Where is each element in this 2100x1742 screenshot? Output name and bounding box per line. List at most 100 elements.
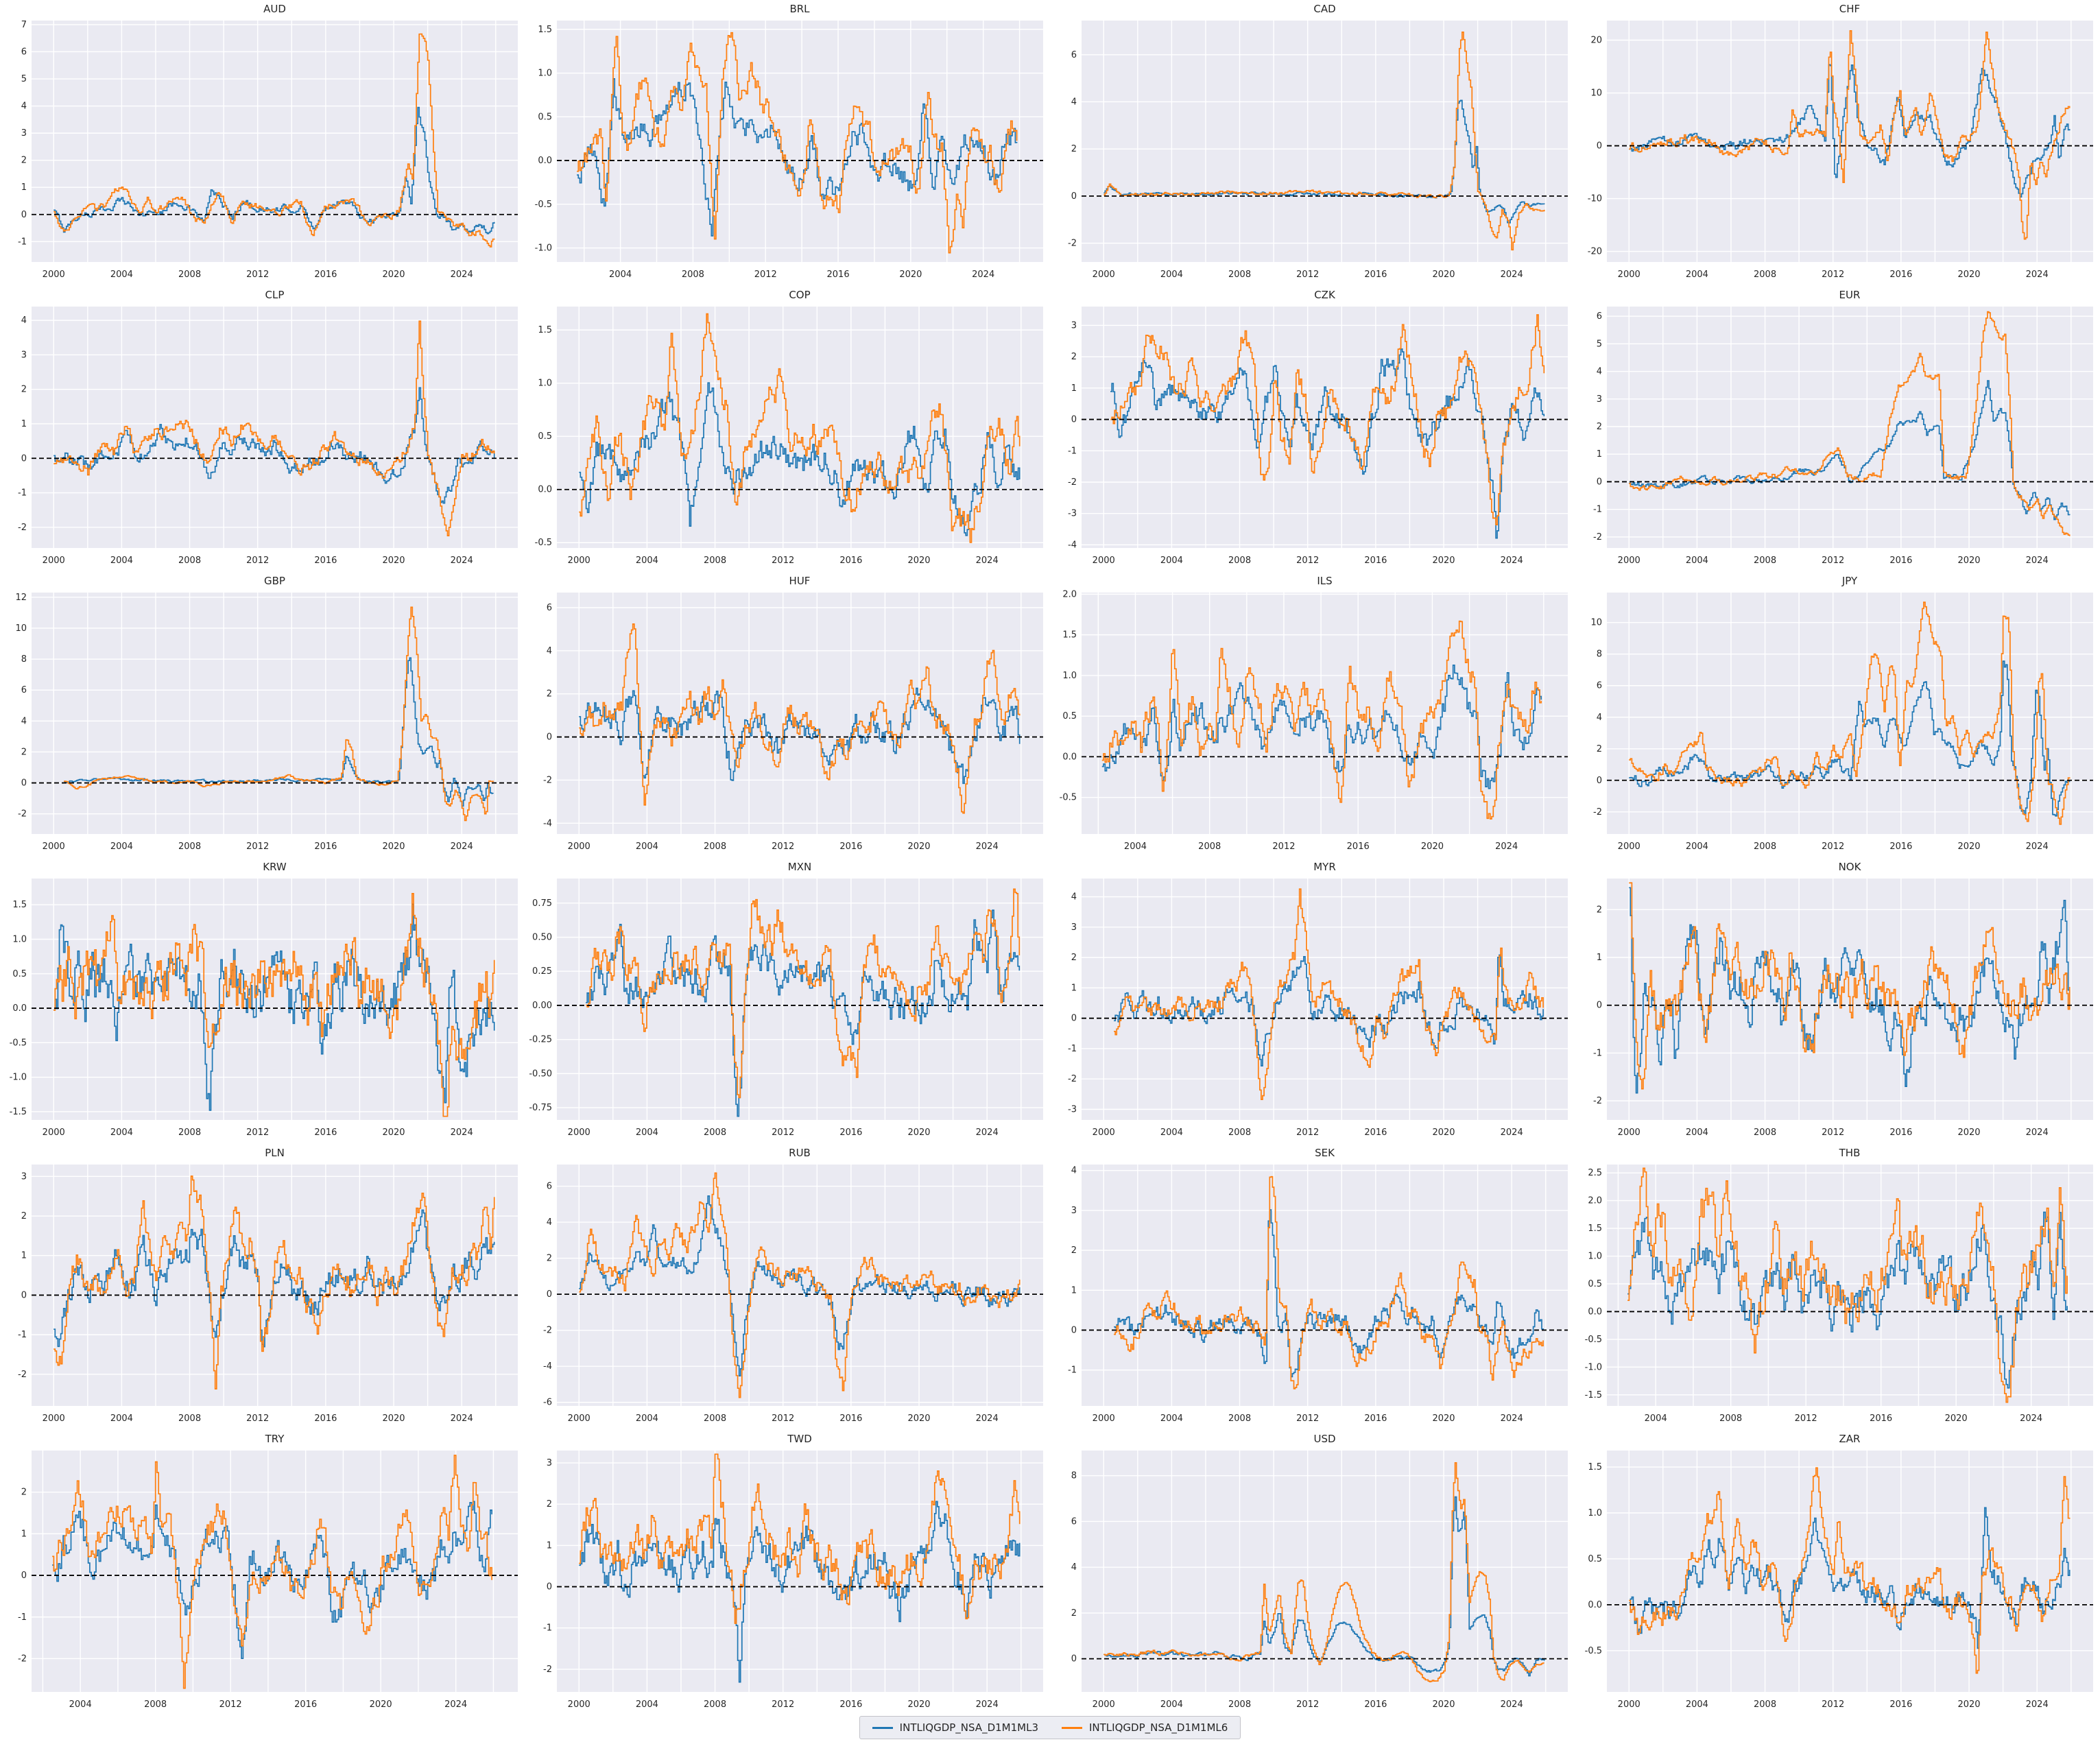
x-tick-label: 2008 xyxy=(1754,1699,1776,1710)
x-tick-label: 2020 xyxy=(907,1127,930,1138)
series-line-d1m1ml6 xyxy=(1103,32,1545,251)
chart-panel-gbp: GBP -2 0 2 4 6 8 10 12 2000 2004 2008 2012 2016 2020 20… xyxy=(0,572,525,858)
legend-item-d1m1ml3: INTLIQGDP_NSA_D1M1ML3 xyxy=(872,1721,1038,1734)
y-tick-label: 4 xyxy=(1071,1562,1077,1573)
x-tick-label: 2020 xyxy=(1957,842,1980,852)
y-tick-label: 6 xyxy=(21,685,27,695)
y-tick-label: 3 xyxy=(1596,394,1601,405)
x-tick-label: 2008 xyxy=(1754,556,1776,566)
y-tick-label: 2 xyxy=(21,1211,27,1221)
x-tick-label: 2012 xyxy=(246,270,269,280)
x-tick-label: 2016 xyxy=(314,270,337,280)
x-tick-label: 2004 xyxy=(1644,1413,1667,1424)
panel-title: BRL xyxy=(789,3,810,15)
x-tick-label: 2012 xyxy=(246,1127,269,1138)
axes-background xyxy=(1082,593,1568,834)
x-tick-label: 2008 xyxy=(1228,1699,1251,1710)
panel-title: MXN xyxy=(787,861,812,873)
y-tick-label: 2.5 xyxy=(1588,1168,1602,1178)
series-line-d1m1ml3 xyxy=(52,1501,492,1660)
y-tick-label: 2 xyxy=(1071,953,1077,963)
x-tick-label: 2012 xyxy=(1296,556,1319,566)
x-tick-label: 2000 xyxy=(567,1127,590,1138)
y-tick-label: 1 xyxy=(1596,449,1601,460)
y-tick-label: 0 xyxy=(21,453,27,464)
legend-line-blue-icon xyxy=(872,1726,893,1729)
gridlines xyxy=(32,21,518,262)
series-line-d1m1ml6 xyxy=(53,893,495,1117)
y-tick-label: 12 xyxy=(15,593,27,603)
series-line-d1m1ml3 xyxy=(1627,1211,2068,1389)
tick-labels: -2 -1 0 1 2 2000 2004 2008 2012 2016 2020 2024 xyxy=(1593,905,2049,1138)
x-tick-label: 2016 xyxy=(1364,1699,1387,1710)
x-tick-label: 2024 xyxy=(2025,1699,2048,1710)
y-tick-label: 2 xyxy=(1071,1245,1077,1256)
tick-labels: -20 -10 0 10 20 2000 2004 2008 2012 2016 2020 2024 xyxy=(1587,35,2048,280)
y-tick-label: 4 xyxy=(1071,97,1077,107)
tick-labels: -2 -1 0 1 2 3 2000 2004 2008 2012 2016 2020 2024 xyxy=(18,1171,473,1424)
y-tick-label: 2 xyxy=(1071,352,1077,362)
y-tick-label: 0.0 xyxy=(1588,1600,1602,1610)
x-tick-label: 2016 xyxy=(314,842,337,852)
y-tick-label: 4 xyxy=(546,1217,551,1228)
y-tick-label: 2.0 xyxy=(1062,589,1077,599)
x-tick-label: 2020 xyxy=(382,842,405,852)
chart-panel-try: TRY -2 -1 0 1 2 2004 2008 2012 2016 2020 2024 xyxy=(0,1430,525,1716)
x-tick-label: 2000 xyxy=(1093,1699,1115,1710)
legend-bar: INTLIQGDP_NSA_D1M1ML3 INTLIQGDP_NSA_D1M1… xyxy=(0,1713,2100,1742)
x-tick-label: 2016 xyxy=(839,1127,862,1138)
tick-labels: -2 0 2 4 6 8 10 2000 2004 2008 2012 2016 2020 2024 xyxy=(1590,618,2048,852)
plot-area: -2 -1 0 1 2 3 2000 2004 2008 2012 2016 2020 2024 xyxy=(18,1165,518,1424)
y-tick-label: -1 xyxy=(18,488,27,499)
x-tick-label: 2008 xyxy=(178,842,201,852)
x-tick-label: 2008 xyxy=(704,1127,726,1138)
gridlines xyxy=(1082,593,1568,834)
plot-area: -2 -1 0 1 2 2004 2008 2012 2016 2020 2024 xyxy=(18,1451,518,1710)
y-tick-label: -2 xyxy=(543,775,552,785)
y-tick-label: 3 xyxy=(21,350,27,360)
plot-area: -2 0 2 4 6 8 10 12 2000 2004 2008 2012 2016 2020 2024 xyxy=(15,593,518,852)
y-tick-label: 0 xyxy=(546,1289,551,1300)
panel-title: CAD xyxy=(1313,3,1336,15)
chart-panel-mxn: MXN -0.75 -0.50 -0.25 0.00 0.25 0.50 0.75 2000 20… xyxy=(525,858,1050,1144)
y-tick-label: 1.0 xyxy=(538,69,552,79)
series-line-d1m1ml3 xyxy=(53,106,495,235)
series-line-d1m1ml6 xyxy=(1628,1467,2071,1674)
y-tick-label: 0.0 xyxy=(1062,752,1077,762)
x-tick-label: 2024 xyxy=(975,842,998,852)
x-tick-label: 2016 xyxy=(1364,556,1387,566)
y-tick-label: -4 xyxy=(1068,540,1077,550)
tick-labels: -3 -2 -1 0 1 2 3 4 2000 2004 2008 2012 2016 2020 2024 xyxy=(1068,892,1523,1138)
y-tick-label: 1 xyxy=(1071,983,1077,993)
plot-area: -2 0 2 4 6 2000 2004 2008 2012 2016 2020 2024 xyxy=(1068,21,1568,280)
y-tick-label: 0.0 xyxy=(1588,1306,1602,1317)
y-tick-label: 2 xyxy=(546,689,551,700)
x-tick-label: 2000 xyxy=(43,1413,65,1424)
plot-area: -0.5 0.0 0.5 1.0 1.5 2.0 2004 2008 2012 2016 2020 2… xyxy=(1060,589,1568,852)
y-tick-label: 4 xyxy=(1071,892,1077,903)
x-tick-label: 2004 xyxy=(110,556,133,566)
tick-labels: -2 -1 0 1 2 3 4 5 6 2000 2004 2008 2012 2016 2020 2024 xyxy=(1593,311,2049,566)
y-tick-label: 1.5 xyxy=(1062,630,1077,641)
gridlines xyxy=(1082,1165,1568,1406)
y-tick-label: 0 xyxy=(546,1582,551,1592)
y-tick-label: 6 xyxy=(546,1182,551,1192)
gridlines xyxy=(1082,1451,1568,1692)
series-line-d1m1ml3 xyxy=(1101,665,1542,789)
x-tick-label: 2004 xyxy=(1160,556,1183,566)
plot-area: -6 -4 -2 0 2 4 6 2000 2004 2008 2012 2016 2020 2024 xyxy=(543,1165,1043,1424)
y-tick-label: 1.5 xyxy=(1588,1224,1602,1234)
x-tick-label: 2008 xyxy=(681,270,704,280)
y-tick-label: 0.5 xyxy=(12,969,27,979)
x-tick-label: 2020 xyxy=(382,270,405,280)
x-tick-label: 2008 xyxy=(178,1127,201,1138)
x-tick-label: 2012 xyxy=(1822,1127,1844,1138)
y-tick-label: -1 xyxy=(18,1330,27,1340)
y-tick-label: 0.0 xyxy=(12,1003,27,1014)
x-tick-label: 2020 xyxy=(382,556,405,566)
y-tick-label: -0.5 xyxy=(10,1038,27,1048)
y-tick-label: 3 xyxy=(1071,1206,1077,1216)
y-tick-label: 4 xyxy=(21,102,27,112)
series-line-d1m1ml6 xyxy=(1627,1167,2068,1403)
